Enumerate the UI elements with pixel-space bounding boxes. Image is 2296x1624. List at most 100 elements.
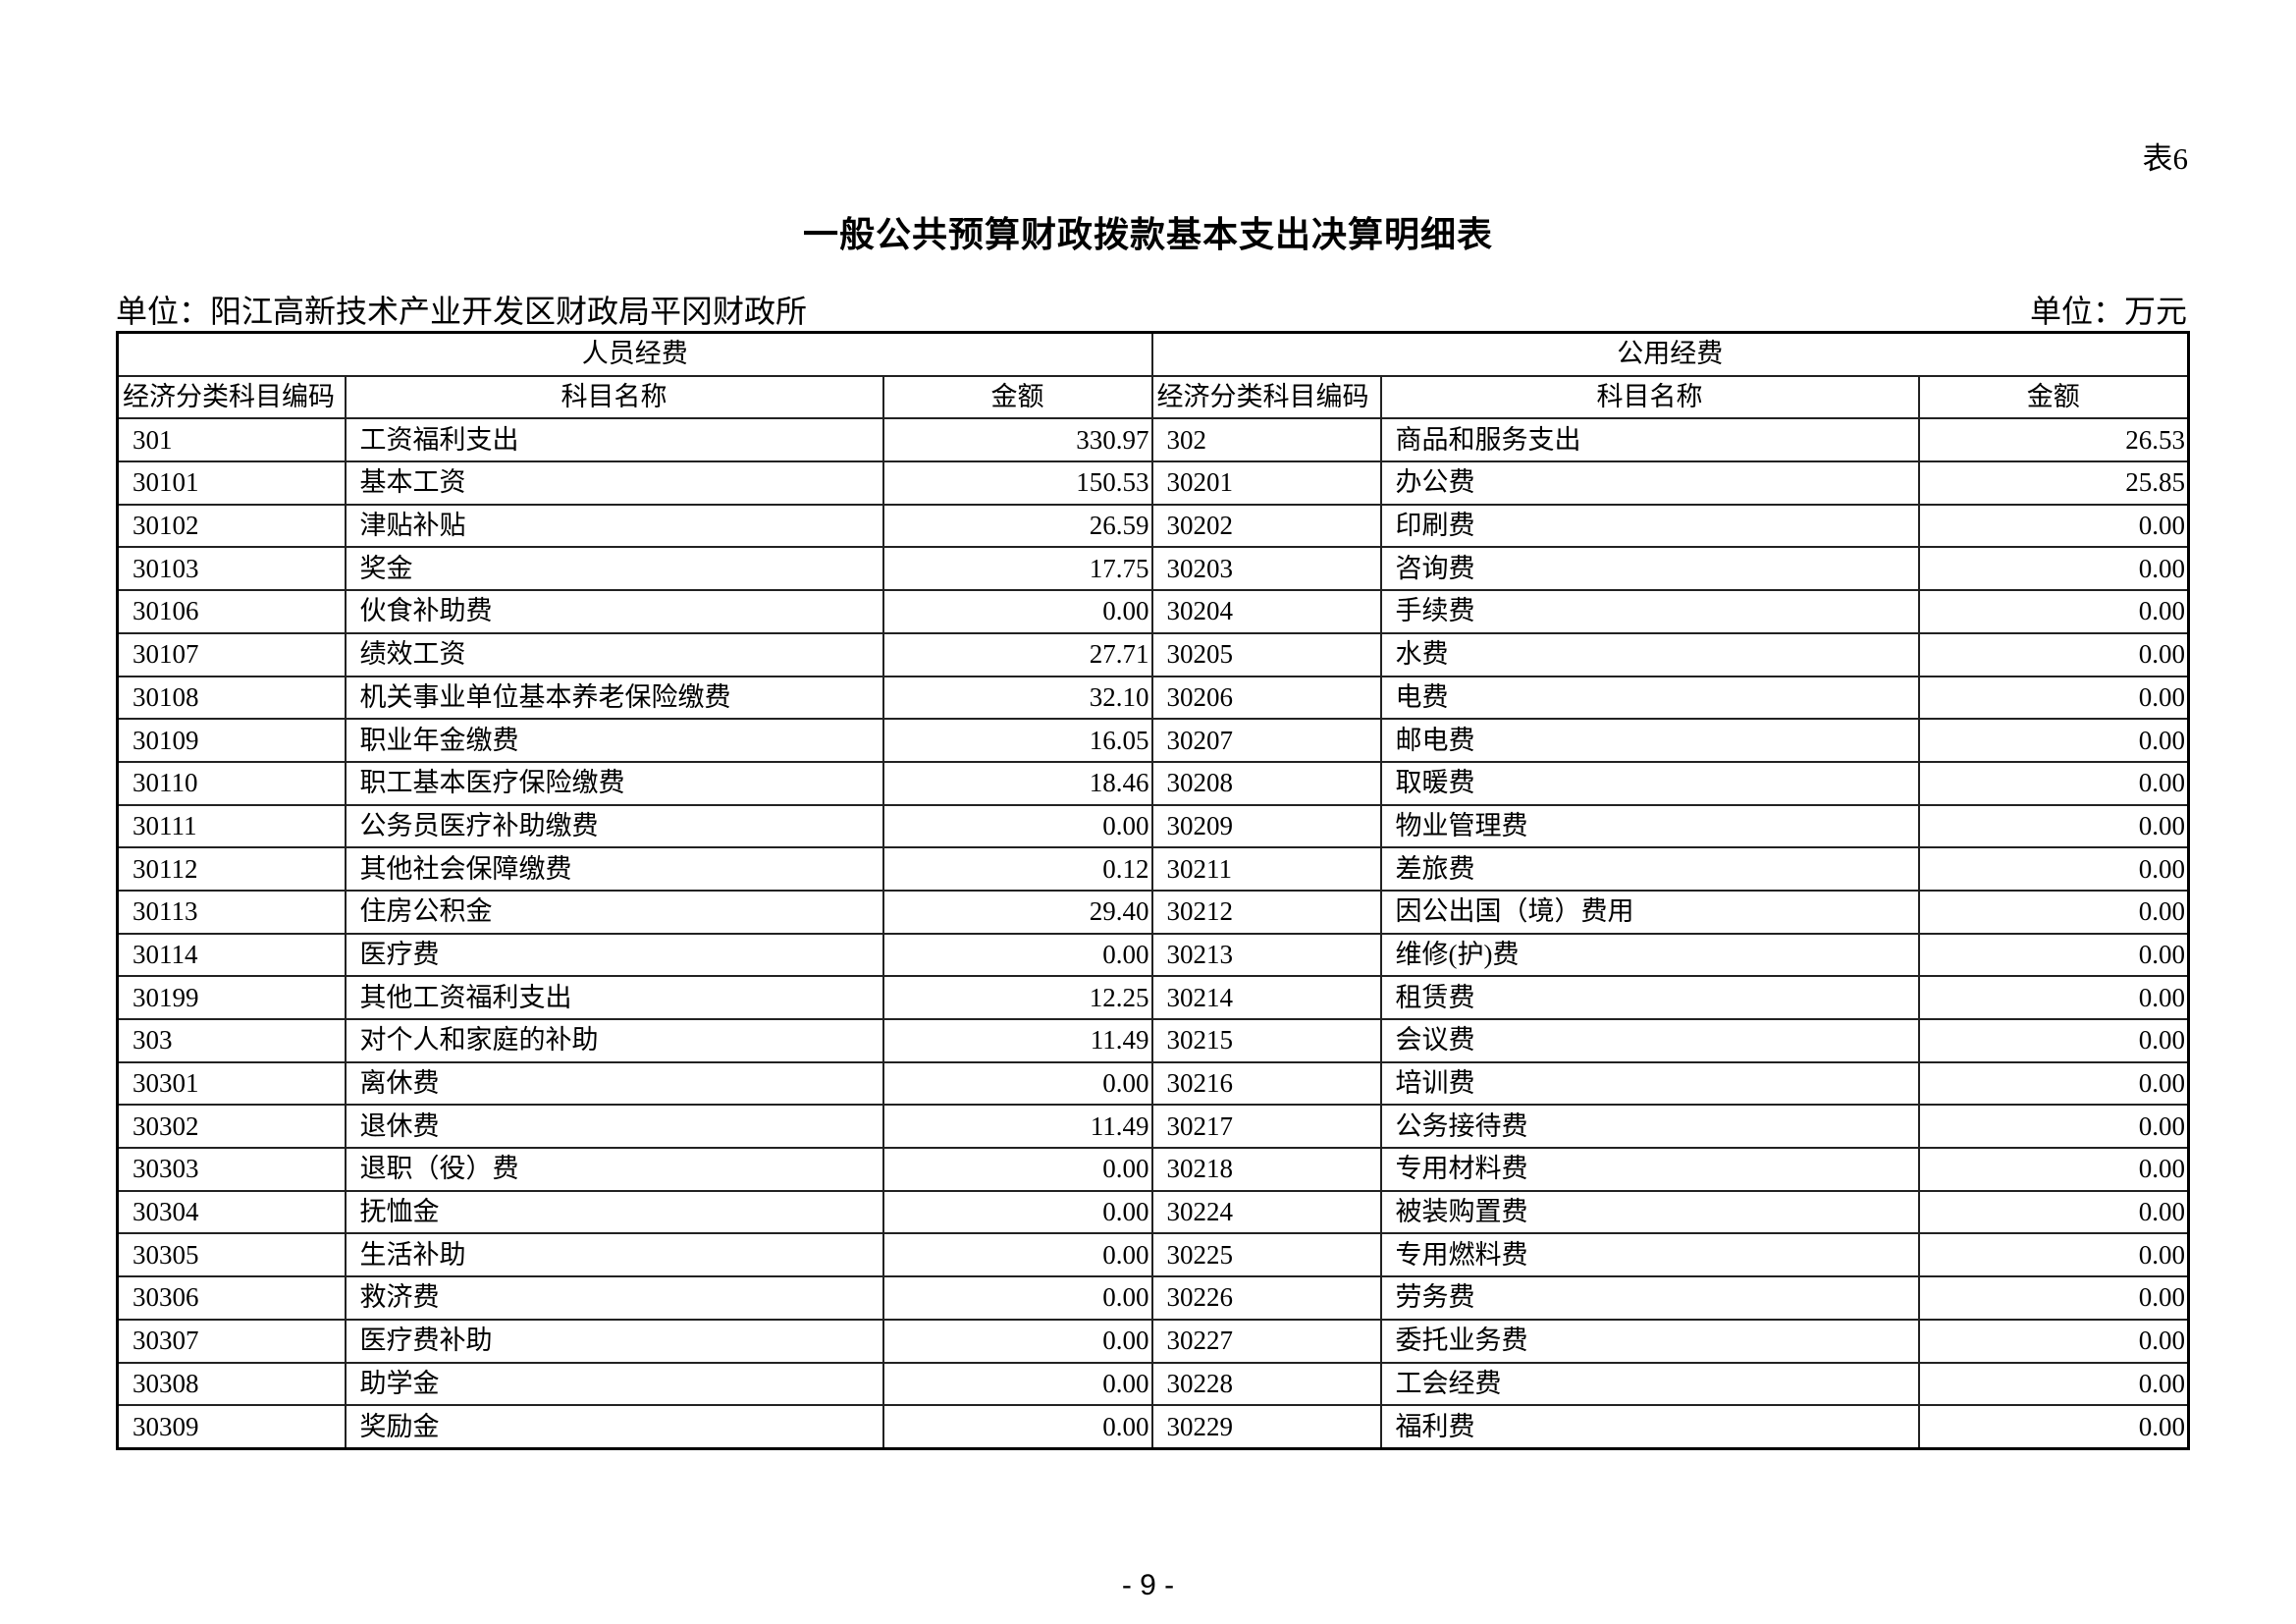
table-row: 30112 其他社会保障缴费 0.12 30211 差旅费 0.00 (116, 846, 2190, 892)
table-row: 30199 其他工资福利支出 12.25 30214 租赁费 0.00 (116, 975, 2190, 1020)
personnel-code: 30108 (116, 675, 347, 721)
personnel-amount: 29.40 (881, 889, 1153, 935)
personnel-name: 津贴补贴 (344, 503, 884, 549)
public-code: 30226 (1150, 1275, 1382, 1321)
public-name: 邮电费 (1379, 718, 1920, 763)
personnel-amount: 32.10 (881, 675, 1153, 721)
public-name: 商品和服务支出 (1379, 417, 1920, 463)
public-name: 物业管理费 (1379, 803, 1920, 849)
personnel-code: 30199 (116, 975, 347, 1020)
public-code: 30211 (1150, 846, 1382, 892)
public-amount: 0.00 (1917, 546, 2190, 592)
table-row: 30303 退职（役）费 0.00 30218 专用材料费 0.00 (116, 1147, 2190, 1192)
table-row: 30305 生活补助 0.00 30225 专用燃料费 0.00 (116, 1232, 2190, 1278)
personnel-code: 30304 (116, 1189, 347, 1235)
public-amount: 0.00 (1917, 760, 2190, 806)
public-name: 取暖费 (1379, 760, 1920, 806)
table-row: 301 工资福利支出 330.97 302 商品和服务支出 26.53 (116, 417, 2190, 463)
personnel-amount: 16.05 (881, 718, 1153, 763)
public-code: 30201 (1150, 460, 1382, 506)
column-header-row: 经济分类科目编码 科目名称 金额 经济分类科目编码 科目名称 金额 (116, 374, 2190, 420)
public-code: 30214 (1150, 975, 1382, 1020)
public-code: 30224 (1150, 1189, 1382, 1235)
personnel-amount: 0.00 (881, 1404, 1153, 1450)
table-row: 30108 机关事业单位基本养老保险缴费 32.10 30206 电费 0.00 (116, 675, 2190, 721)
personnel-code: 30114 (116, 932, 347, 978)
public-name: 咨询费 (1379, 546, 1920, 592)
personnel-name: 工资福利支出 (344, 417, 884, 463)
personnel-code: 30112 (116, 846, 347, 892)
public-amount: 0.00 (1917, 503, 2190, 549)
personnel-amount: 0.00 (881, 589, 1153, 634)
personnel-name: 抚恤金 (344, 1189, 884, 1235)
personnel-name: 其他工资福利支出 (344, 975, 884, 1020)
header-amount: 金额 (1917, 374, 2190, 420)
group-public: 公用经费 (1150, 331, 2190, 377)
public-code: 30229 (1150, 1404, 1382, 1450)
personnel-name: 伙食补助费 (344, 589, 884, 634)
public-amount: 26.53 (1917, 417, 2190, 463)
personnel-amount: 0.00 (881, 1189, 1153, 1235)
public-name: 公务接待费 (1379, 1104, 1920, 1150)
public-code: 30218 (1150, 1147, 1382, 1192)
public-code: 30204 (1150, 589, 1382, 634)
table-row: 30308 助学金 0.00 30228 工会经费 0.00 (116, 1361, 2190, 1407)
public-code: 30212 (1150, 889, 1382, 935)
public-amount: 0.00 (1917, 589, 2190, 634)
personnel-amount: 11.49 (881, 1104, 1153, 1150)
header-name: 科目名称 (344, 374, 884, 420)
public-name: 会议费 (1379, 1018, 1920, 1063)
public-code: 30209 (1150, 803, 1382, 849)
public-code: 30206 (1150, 675, 1382, 721)
table-number: 表6 (2142, 141, 2189, 176)
personnel-code: 30309 (116, 1404, 347, 1450)
public-name: 电费 (1379, 675, 1920, 721)
public-amount: 0.00 (1917, 1147, 2190, 1192)
personnel-name: 退职（役）费 (344, 1147, 884, 1192)
personnel-code: 30103 (116, 546, 347, 592)
personnel-code: 30109 (116, 718, 347, 763)
personnel-code: 30301 (116, 1060, 347, 1107)
public-amount: 0.00 (1917, 1318, 2190, 1364)
table-row: 30103 奖金 17.75 30203 咨询费 0.00 (116, 546, 2190, 592)
public-code: 30227 (1150, 1318, 1382, 1364)
header-code: 经济分类科目编码 (1150, 374, 1382, 420)
public-code: 30228 (1150, 1361, 1382, 1407)
personnel-code: 30101 (116, 460, 347, 506)
personnel-amount: 0.00 (881, 932, 1153, 978)
personnel-name: 基本工资 (344, 460, 884, 506)
personnel-name: 奖金 (344, 546, 884, 592)
unit-currency: 单位：万元 (2029, 294, 2187, 329)
public-amount: 0.00 (1917, 631, 2190, 677)
personnel-name: 退休费 (344, 1104, 884, 1150)
personnel-code: 30102 (116, 503, 347, 549)
public-name: 租赁费 (1379, 975, 1920, 1020)
personnel-name: 职业年金缴费 (344, 718, 884, 763)
personnel-code: 30113 (116, 889, 347, 935)
personnel-amount: 27.71 (881, 631, 1153, 677)
public-name: 维修(护)费 (1379, 932, 1920, 978)
public-amount: 0.00 (1917, 1361, 2190, 1407)
public-name: 印刷费 (1379, 503, 1920, 549)
public-amount: 0.00 (1917, 1189, 2190, 1235)
header-code: 经济分类科目编码 (116, 374, 347, 420)
personnel-amount: 26.59 (881, 503, 1153, 549)
personnel-code: 30306 (116, 1275, 347, 1321)
public-amount: 0.00 (1917, 975, 2190, 1020)
public-name: 差旅费 (1379, 846, 1920, 892)
personnel-code: 30110 (116, 760, 347, 806)
expenditure-table: 人员经费 公用经费 经济分类科目编码 科目名称 金额 经济分类科目编码 科目名称… (116, 331, 2190, 1450)
personnel-code: 30302 (116, 1104, 347, 1150)
personnel-code: 30107 (116, 631, 347, 677)
personnel-amount: 17.75 (881, 546, 1153, 592)
public-amount: 0.00 (1917, 1275, 2190, 1321)
table-row: 30306 救济费 0.00 30226 劳务费 0.00 (116, 1275, 2190, 1321)
table-row: 30302 退休费 11.49 30217 公务接待费 0.00 (116, 1104, 2190, 1150)
personnel-name: 住房公积金 (344, 889, 884, 935)
public-name: 办公费 (1379, 460, 1920, 506)
public-amount: 0.00 (1917, 1060, 2190, 1107)
public-code: 30225 (1150, 1232, 1382, 1278)
personnel-code: 303 (116, 1018, 347, 1063)
personnel-amount: 12.25 (881, 975, 1153, 1020)
personnel-name: 救济费 (344, 1275, 884, 1321)
